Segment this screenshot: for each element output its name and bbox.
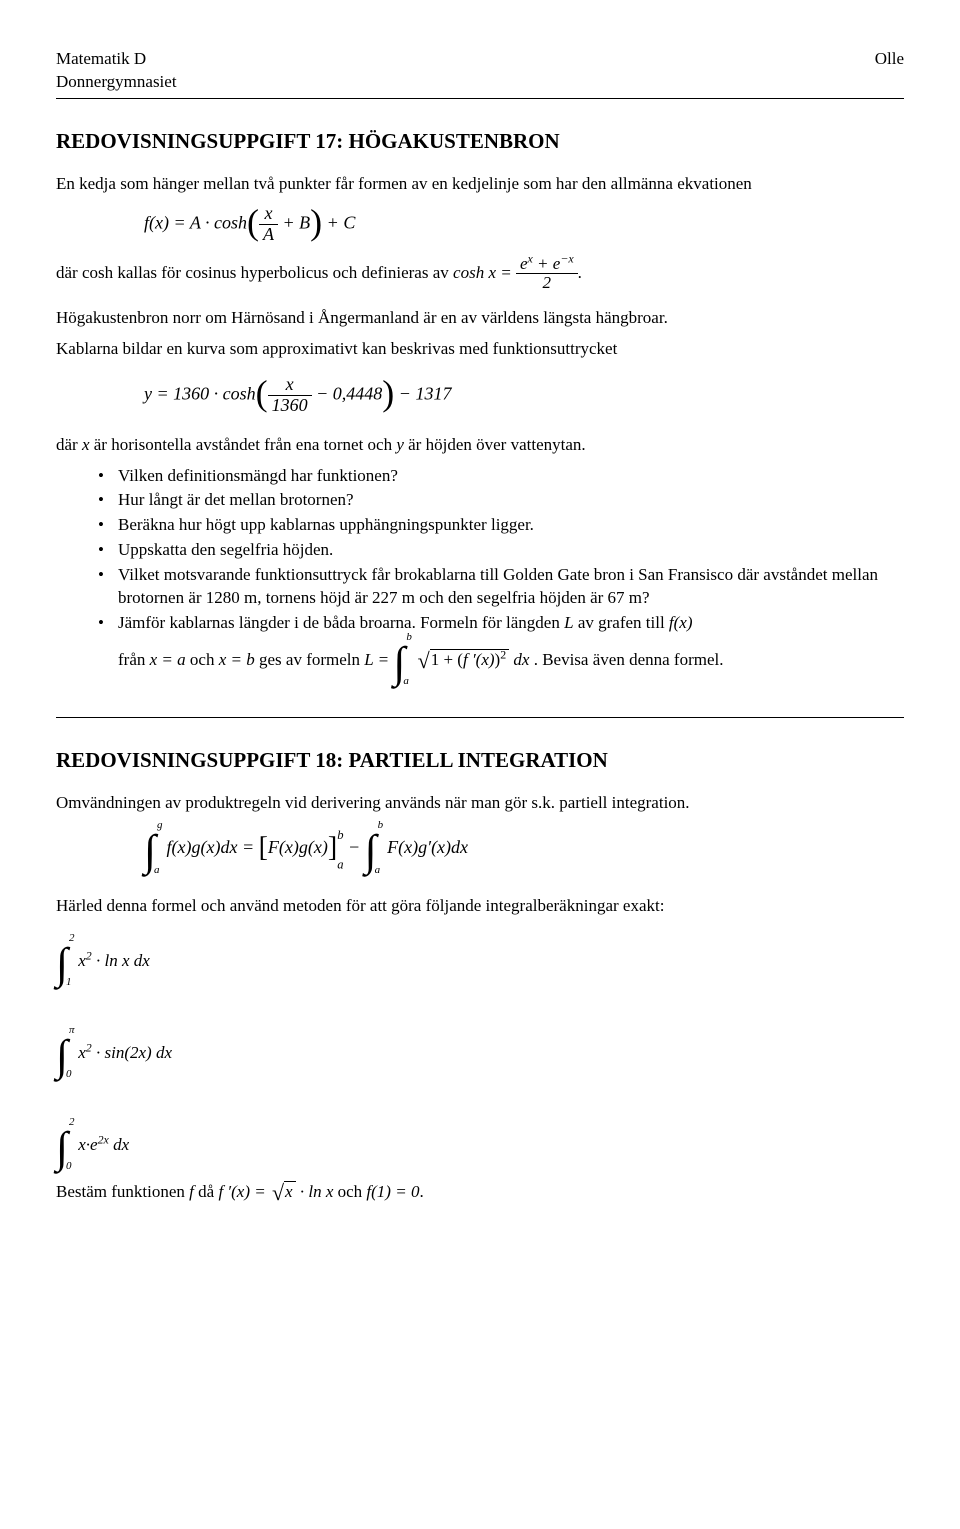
b6-2b: och [186,650,219,669]
formula-fx: f(x) = A · cosh(xA + B) + C [56,204,904,245]
section17-desc: där x är horisontella avståndet från ena… [56,434,904,457]
section18-derive: Härled denna formel och använd metoden f… [56,895,904,918]
b6-2c: ges av formeln [255,650,365,669]
section18-title: REDOVISNINGSUPPGIFT 18: PARTIELL INTEGRA… [56,746,904,774]
formula-y1360: y = 1360 · cosh(x1360 − 0,4448) − 1317 [56,375,904,416]
section17-para2b: Kablarna bildar en kurva som approximati… [56,338,904,361]
section17-list: Vilken definitionsmängd har funktionen? … [56,465,904,688]
bullet-2: Hur långt är det mellan brotornen? [98,489,904,512]
b6-pre: Jämför kablarnas längder i de båda broar… [118,613,564,632]
school-name: Donnergymnasiet [56,72,177,91]
bullet-1: Vilken definitionsmängd har funktionen? [98,465,904,488]
integral-1: ∫21 x2 · ln x dx [56,936,904,988]
bullet-3: Beräkna hur högt upp kablarnas upphängni… [98,514,904,537]
section17-coshdef: där cosh kallas för cosinus hyperbolicus… [56,255,904,293]
formula-partial: ∫ga f(x)g(x)dx = [F(x)g(x)]ba − ∫ba F(x)… [56,823,904,875]
header-divider [56,98,904,99]
bullet-4: Uppskatta den segelfria höjden. [98,539,904,562]
b6-mid: av grafen till [574,613,669,632]
section18-final: Bestäm funktionen f då f ′(x) = x · ln x… [56,1178,904,1208]
b6-2a: från [118,650,150,669]
bullet-5: Vilket motsvarande funktionsuttryck får … [98,564,904,610]
b6-tail: . Bevisa även denna formel. [534,650,724,669]
header-left: Matematik D Donnergymnasiet [56,48,177,94]
section17-intro: En kedja som hänger mellan två punkter f… [56,173,904,196]
integral-2: ∫π0 x2 · sin(2x) dx [56,1028,904,1080]
header-right: Olle [875,48,904,94]
section17-title: REDOVISNINGSUPPGIFT 17: HÖGAKUSTENBRON [56,127,904,155]
section18-intro: Omvändningen av produktregeln vid derive… [56,792,904,815]
page-header: Matematik D Donnergymnasiet Olle [56,48,904,94]
bullet-6: Jämför kablarnas längder i de båda broar… [98,612,904,687]
course-name: Matematik D [56,49,146,68]
integral-3: ∫20 x·e2x dx [56,1120,904,1172]
section17-para2a: Högakustenbron norr om Härnösand i Ånger… [56,307,904,330]
coshdef-prefix: där cosh kallas för cosinus hyperbolicus… [56,263,453,282]
author-name: Olle [875,49,904,68]
section-divider [56,717,904,718]
